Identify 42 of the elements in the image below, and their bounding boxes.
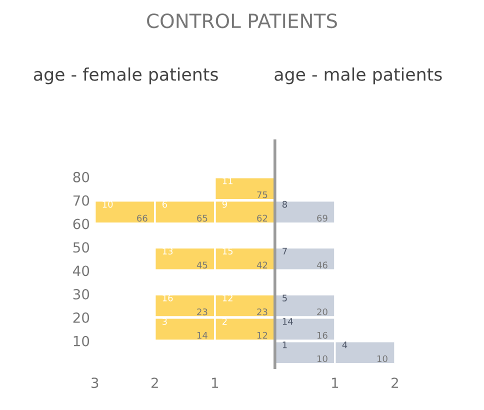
annotation: 10 — [317, 355, 328, 362]
x-tick-label: 1 — [212, 378, 218, 388]
annotation: 42 — [256, 262, 268, 268]
annotation: 16 — [162, 294, 173, 302]
x-tick-label: 2 — [151, 378, 158, 388]
y-tick-label: 20 — [73, 312, 90, 323]
annotation: 7 — [282, 248, 287, 254]
bar — [274, 246, 336, 271]
y-tick-label: 40 — [73, 266, 90, 276]
annotation: 8 — [282, 200, 287, 208]
y-tick-label: 70 — [73, 195, 90, 206]
annotation: 12 — [222, 294, 232, 302]
annotation: 14 — [282, 318, 293, 325]
annotation: 46 — [316, 262, 328, 268]
annotation: 23 — [257, 308, 268, 316]
x-tick-label: 3 — [92, 378, 98, 388]
y-tick-label: 10 — [74, 336, 90, 346]
text: age - male patients — [274, 67, 442, 84]
annotation: 23 — [197, 308, 208, 316]
annotation: 45 — [196, 262, 208, 268]
y-tick-label: 60 — [73, 218, 90, 230]
y-tick-label: 80 — [73, 172, 90, 182]
annotation: 4 — [342, 342, 348, 348]
annotation: 62 — [257, 214, 268, 222]
annotation: 14 — [197, 332, 208, 339]
x-tick-label: 1 — [332, 378, 338, 388]
annotation: 5 — [282, 294, 287, 302]
annotation: 66 — [137, 214, 148, 222]
annotation: 65 — [197, 214, 208, 222]
annotation: 69 — [317, 214, 328, 222]
bar — [274, 200, 336, 224]
text: age - female patients — [34, 67, 218, 84]
chart-title: CONTROL PATIENTS — [147, 13, 337, 28]
annotation: 10 — [378, 355, 388, 362]
y-tick-label: 30 — [73, 288, 90, 300]
annotation: 1 — [282, 342, 287, 348]
annotation: 12 — [257, 332, 268, 339]
y-tick-label: 50 — [73, 242, 90, 253]
annotation: 16 — [317, 332, 328, 339]
x-tick-label: 2 — [392, 378, 398, 388]
annotation: 75 — [257, 191, 268, 198]
annotation: 20 — [317, 308, 328, 316]
